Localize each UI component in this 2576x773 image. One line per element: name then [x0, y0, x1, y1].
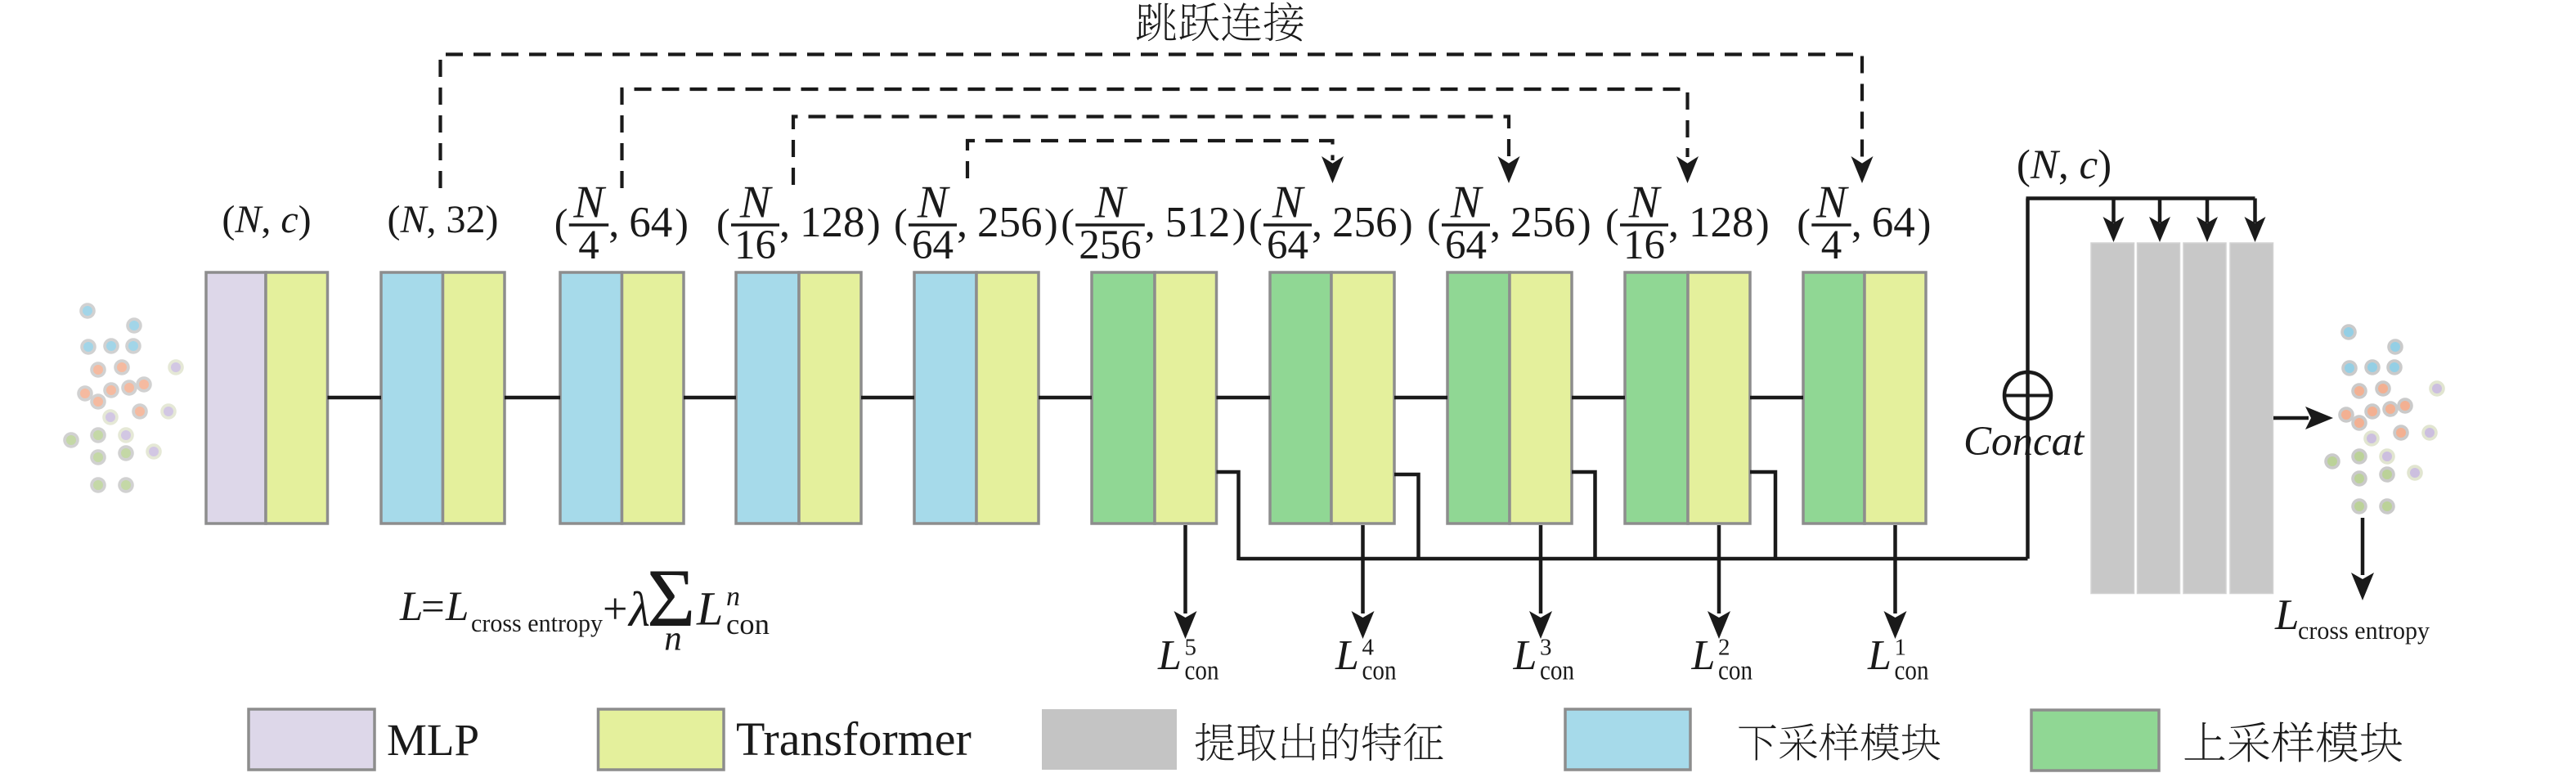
svg-text:L: L — [399, 584, 423, 630]
svg-text:,: , — [779, 200, 790, 246]
svg-text:=: = — [421, 584, 445, 630]
svg-text:(: ( — [1605, 200, 1619, 246]
svg-text:,: , — [1312, 200, 1322, 246]
svg-text:cross entropy: cross entropy — [471, 609, 603, 637]
svg-text:,: , — [1145, 200, 1156, 246]
svg-text:4: 4 — [1362, 635, 1375, 661]
svg-text:con: con — [1362, 656, 1397, 686]
svg-text:Transformer: Transformer — [736, 712, 972, 766]
svg-text:): ) — [1577, 200, 1591, 246]
svg-text:N: N — [1272, 177, 1305, 227]
svg-text:1: 1 — [1895, 635, 1907, 661]
svg-text:128: 128 — [1689, 199, 1754, 246]
svg-text:,: , — [1490, 200, 1501, 246]
svg-text:): ) — [1756, 200, 1770, 246]
svg-text:64: 64 — [629, 199, 672, 246]
svg-text:L: L — [1335, 632, 1359, 679]
svg-text:): ) — [1918, 200, 1932, 246]
svg-text:con: con — [1718, 656, 1752, 686]
svg-text:Concat: Concat — [1963, 419, 2085, 465]
svg-text:N: N — [917, 177, 950, 227]
svg-text:,: , — [1851, 200, 1862, 246]
svg-text:(N, c): (N, c) — [222, 198, 311, 241]
svg-text:L: L — [445, 584, 469, 630]
svg-text:con: con — [1895, 656, 1929, 686]
svg-text:): ) — [1232, 200, 1246, 246]
svg-text:5: 5 — [1185, 635, 1197, 661]
svg-text:(: ( — [1061, 200, 1075, 246]
svg-text:L: L — [696, 582, 723, 636]
svg-text:(N, 32): (N, 32) — [388, 198, 499, 241]
svg-text:(: ( — [1249, 200, 1263, 246]
svg-text:128: 128 — [800, 199, 865, 246]
svg-text:(: ( — [554, 200, 568, 246]
svg-text:64: 64 — [1267, 222, 1308, 268]
svg-text:): ) — [1044, 200, 1058, 246]
svg-text:L: L — [1691, 632, 1716, 679]
svg-text:): ) — [867, 200, 881, 246]
svg-text:+: + — [603, 584, 627, 633]
svg-text:con: con — [726, 608, 770, 640]
svg-text:,: , — [608, 200, 619, 246]
svg-text:con: con — [1185, 656, 1219, 686]
svg-text:N: N — [1450, 177, 1483, 227]
svg-text:(: ( — [716, 200, 730, 246]
svg-text:N: N — [572, 177, 606, 227]
svg-text:L: L — [1157, 632, 1182, 679]
svg-text:(: ( — [1797, 200, 1811, 246]
svg-text:con: con — [1540, 656, 1574, 686]
svg-text:512: 512 — [1165, 199, 1231, 246]
svg-text:64: 64 — [912, 222, 954, 268]
svg-text:64: 64 — [1445, 222, 1487, 268]
svg-text:4: 4 — [1821, 222, 1842, 268]
svg-text:n: n — [664, 620, 682, 658]
svg-text:(: ( — [894, 200, 908, 246]
svg-text:256: 256 — [977, 199, 1043, 246]
svg-text:3: 3 — [1540, 635, 1552, 661]
svg-text:L: L — [1867, 632, 1892, 679]
svg-text:2: 2 — [1718, 635, 1730, 661]
svg-text:MLP: MLP — [387, 715, 479, 765]
svg-text:64: 64 — [1872, 199, 1915, 246]
svg-text:(: ( — [1427, 200, 1441, 246]
svg-text:L: L — [1513, 632, 1537, 679]
svg-text:,: , — [1668, 200, 1679, 246]
svg-text:): ) — [1399, 200, 1413, 246]
svg-text:L: L — [2274, 591, 2299, 639]
svg-text:256: 256 — [1332, 199, 1398, 246]
svg-text:256: 256 — [1510, 199, 1576, 246]
svg-text:Σ: Σ — [647, 552, 695, 645]
svg-text:,: , — [957, 200, 967, 246]
svg-text:): ) — [675, 200, 689, 246]
svg-text:256: 256 — [1079, 222, 1142, 268]
svg-text:N: N — [739, 177, 773, 227]
svg-text:N: N — [1815, 177, 1849, 227]
svg-text:cross entropy: cross entropy — [2298, 616, 2430, 645]
svg-text:4: 4 — [578, 222, 599, 268]
svg-text:(N, c): (N, c) — [2017, 142, 2112, 188]
svg-text:N: N — [1628, 177, 1662, 227]
svg-text:λ: λ — [627, 582, 650, 636]
svg-text:16: 16 — [734, 222, 776, 268]
svg-text:16: 16 — [1623, 222, 1665, 268]
svg-text:n: n — [726, 582, 740, 612]
svg-text:N: N — [1094, 177, 1128, 227]
